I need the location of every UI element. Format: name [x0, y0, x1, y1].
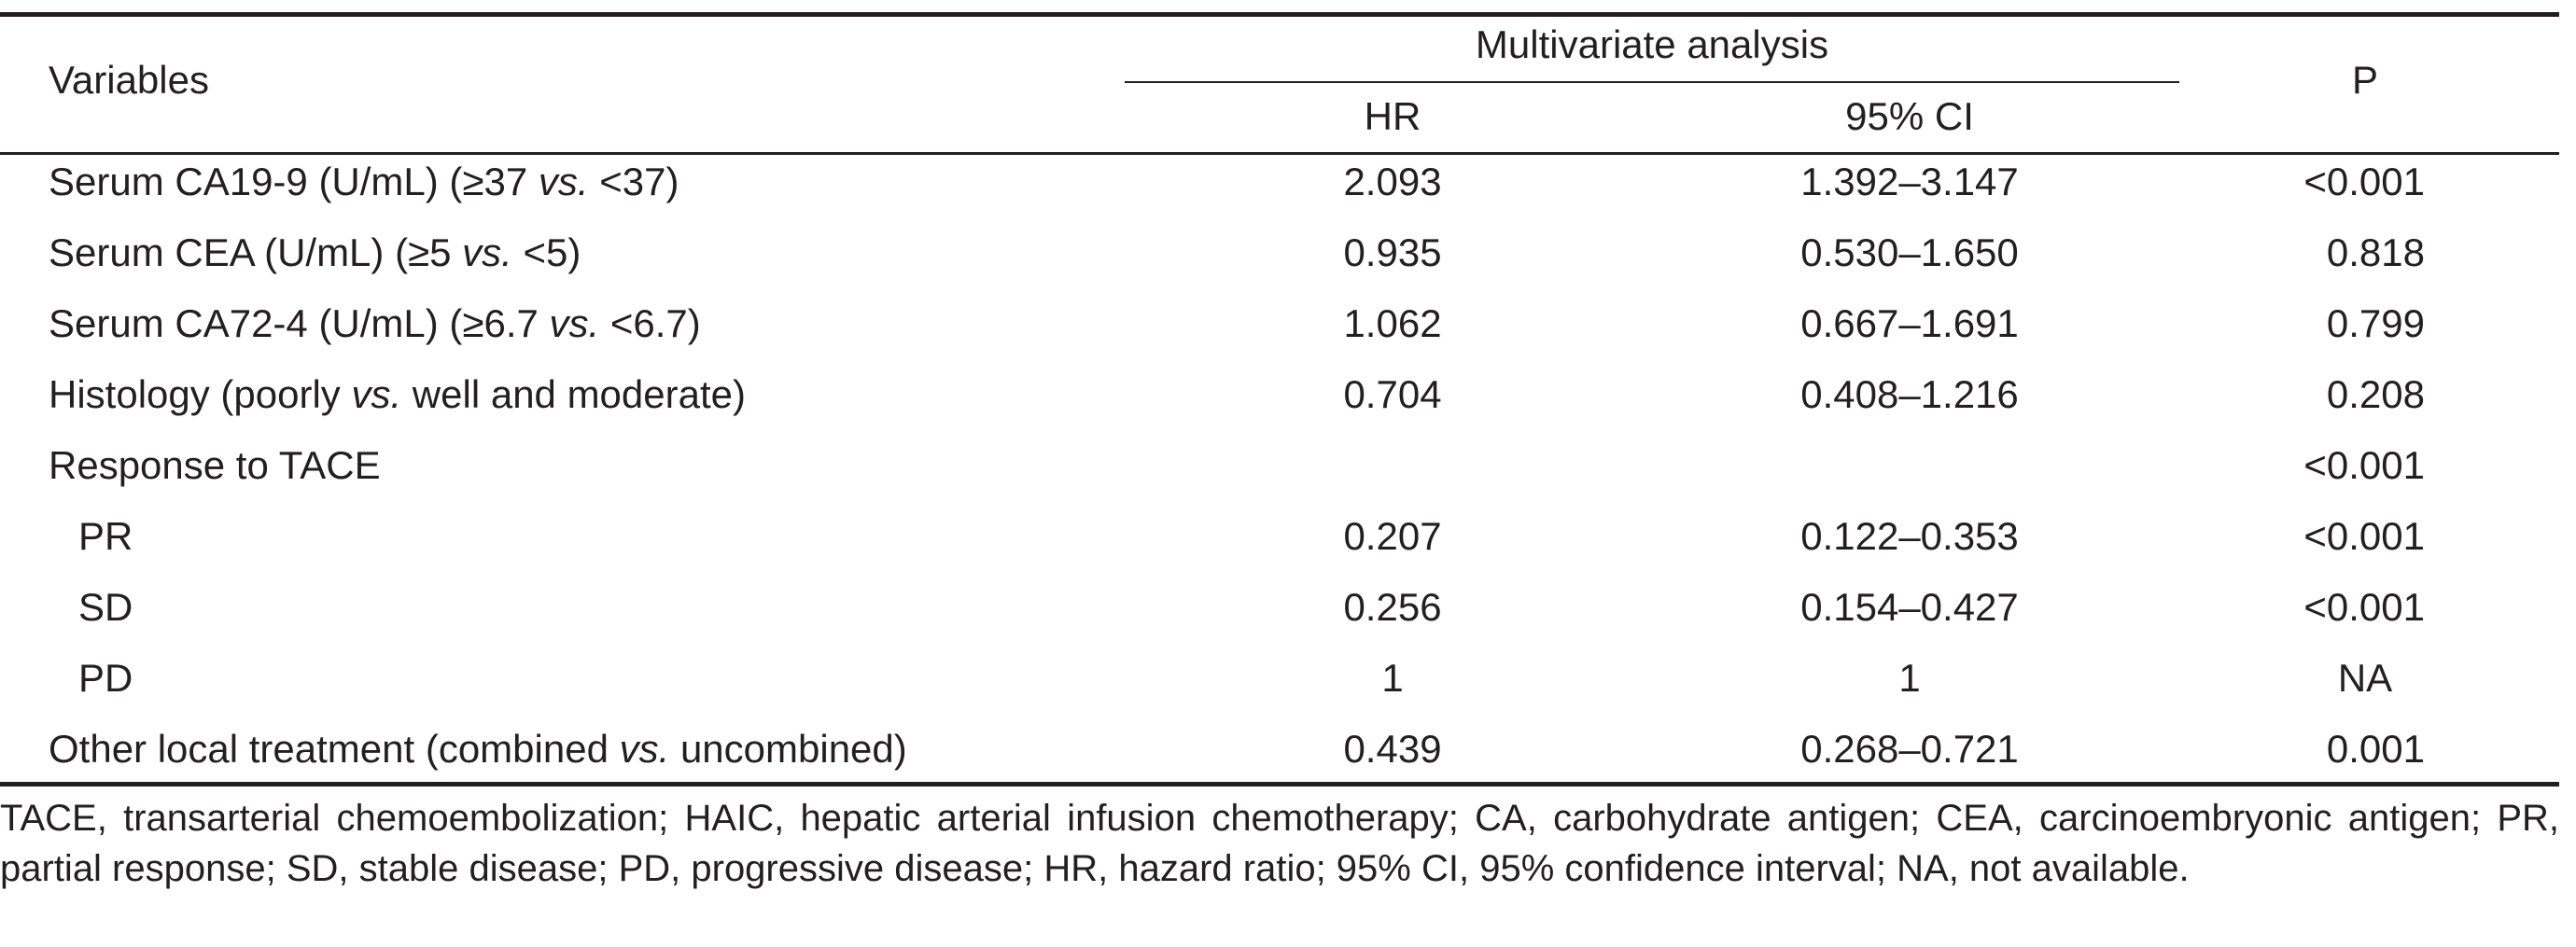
variable-text: SD: [78, 585, 133, 629]
row-p-value: <0.001: [2303, 585, 2425, 629]
row-hr: 1: [1381, 656, 1404, 700]
row-95-ci: 0.122–0.353: [1800, 514, 2019, 558]
row-p-value: 0.818: [2326, 230, 2425, 274]
top-rule: [0, 12, 2559, 17]
row-p-value: 0.208: [2326, 372, 2425, 416]
variable-text: PD: [78, 656, 133, 700]
row-hr: 2.093: [1343, 160, 1442, 203]
variable-vs: vs.: [351, 372, 402, 416]
row-p-value: <0.001: [2303, 443, 2425, 487]
variable-text-tail: well and moderate): [401, 372, 746, 416]
header-95-ci: 95% CI: [1845, 94, 1974, 138]
row-variable: SD: [78, 584, 133, 631]
header-multivariate-analysis: Multivariate analysis: [1475, 22, 1829, 66]
variable-text-tail: <37): [588, 160, 679, 203]
row-hr: 0.704: [1343, 372, 1442, 416]
row-95-ci: 0.530–1.650: [1800, 230, 2019, 274]
row-95-ci: 0.408–1.216: [1800, 372, 2019, 416]
variable-text-tail: <6.7): [599, 301, 701, 345]
row-95-ci: 1: [1898, 656, 1921, 700]
variable-text: Serum CEA (U/mL) (≥5: [49, 230, 463, 274]
row-variable: Serum CA72-4 (U/mL) (≥6.7 vs. <6.7): [49, 300, 701, 347]
row-p-value: NA: [2337, 656, 2393, 700]
variable-text: PR: [78, 514, 133, 558]
variable-vs: vs.: [462, 230, 512, 274]
row-95-ci: 0.268–0.721: [1800, 727, 2019, 771]
header-p: P: [2351, 58, 2379, 102]
row-variable: Response to TACE: [49, 442, 381, 489]
header-variables: Variables: [49, 58, 209, 102]
table-footnote: TACE, transarterial chemoembolization; H…: [0, 798, 2559, 889]
variable-vs: vs.: [549, 301, 600, 345]
row-variable: Other local treatment (combined vs. unco…: [49, 726, 907, 773]
row-95-ci: 0.667–1.691: [1800, 301, 2019, 345]
variable-text: Other local treatment (combined: [49, 727, 620, 771]
row-variable: Serum CEA (U/mL) (≥5 vs. <5): [49, 230, 581, 276]
row-hr: 1.062: [1343, 301, 1442, 345]
header-bottom-rule: [0, 152, 2559, 155]
row-hr: 0.935: [1343, 230, 1442, 274]
row-hr: 0.207: [1343, 514, 1442, 558]
row-variable: PR: [78, 513, 133, 560]
variable-text: Serum CA19-9 (U/mL) (≥37: [49, 160, 539, 203]
header-hr: HR: [1364, 94, 1421, 138]
row-hr: 0.439: [1343, 727, 1442, 771]
variable-text: Histology (poorly: [49, 372, 352, 416]
header-group-rule: [1125, 81, 2179, 83]
row-p-value: <0.001: [2303, 160, 2425, 203]
variable-vs: vs.: [538, 160, 589, 203]
row-variable: Serum CA19-9 (U/mL) (≥37 vs. <37): [49, 159, 679, 205]
variable-vs: vs.: [619, 727, 670, 771]
row-p-value: 0.799: [2326, 301, 2425, 345]
row-p-value: <0.001: [2303, 514, 2425, 558]
variable-text-tail: <5): [511, 230, 581, 274]
bottom-rule: [0, 782, 2559, 787]
row-hr: 0.256: [1343, 585, 1442, 629]
variable-text-tail: uncombined): [669, 727, 907, 771]
variable-text: Serum CA72-4 (U/mL) (≥6.7: [49, 301, 550, 345]
row-variable: Histology (poorly vs. well and moderate): [49, 371, 746, 418]
row-95-ci: 0.154–0.427: [1800, 585, 2019, 629]
variable-text: Response to TACE: [49, 443, 381, 487]
row-p-value: 0.001: [2326, 727, 2425, 771]
row-variable: PD: [78, 655, 133, 702]
row-95-ci: 1.392–3.147: [1800, 160, 2019, 203]
